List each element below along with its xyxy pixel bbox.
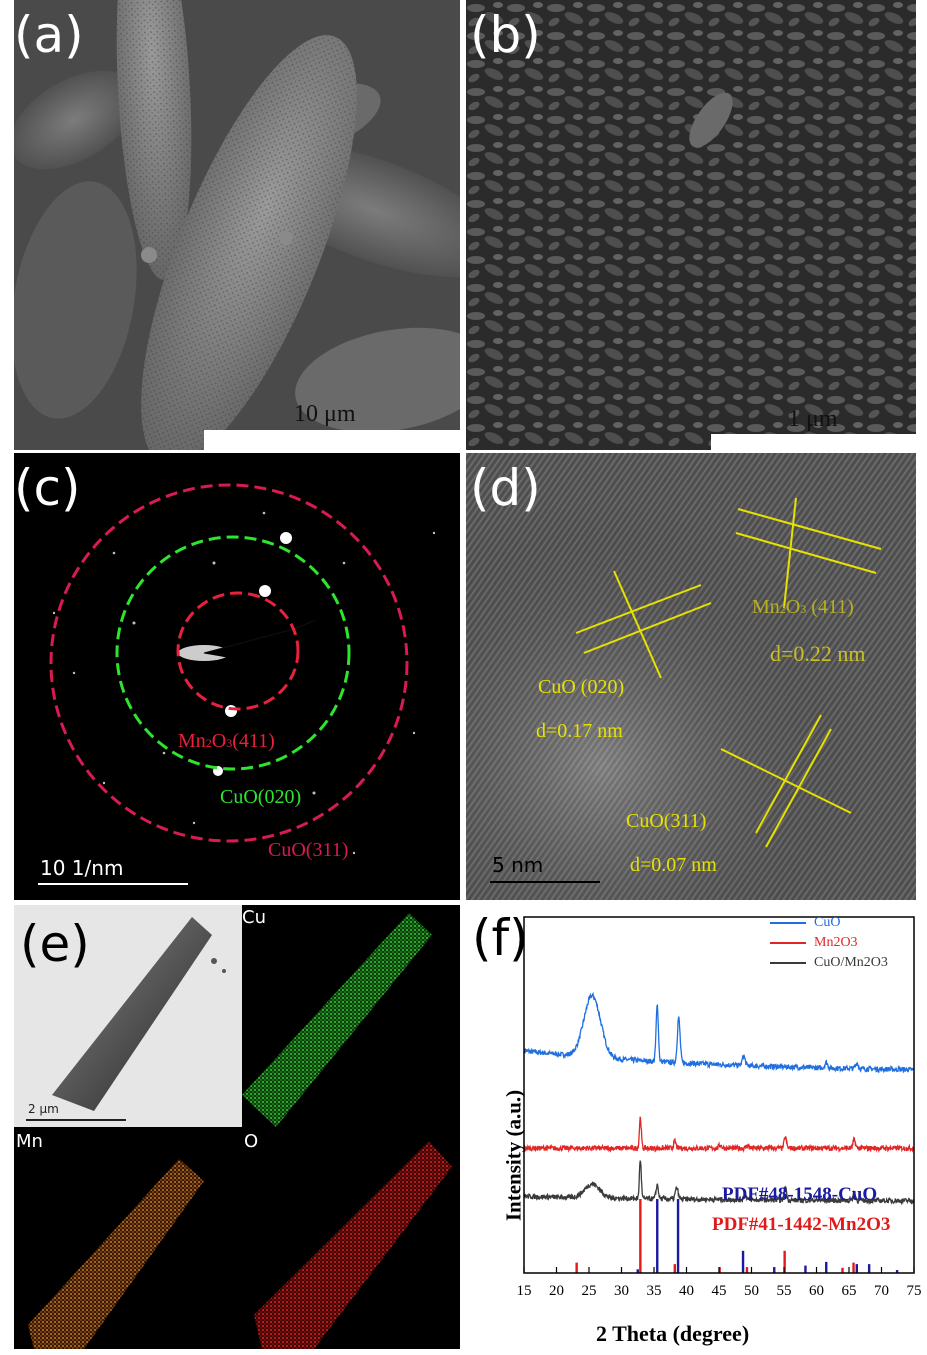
panel-label-d: (d) xyxy=(470,459,541,517)
x-tick-label: 55 xyxy=(777,1283,792,1299)
sem-micrograph-a xyxy=(14,0,460,450)
xrd-series-line xyxy=(523,1160,915,1206)
scale-label-d: 5 nm xyxy=(492,853,544,877)
panel-label-c: (c) xyxy=(14,459,81,517)
panel-label-a: (a) xyxy=(14,6,84,64)
x-axis-label: 2 Theta (degree) xyxy=(596,1321,750,1346)
x-tick-label: 20 xyxy=(549,1283,564,1299)
sem-micrograph-b xyxy=(466,0,916,450)
fringe-spacing-cuo-311: d=0.07 nm xyxy=(630,854,717,876)
legend-swatch-mn2o3 xyxy=(770,942,806,944)
scale-label-a: 10 μm xyxy=(294,401,356,427)
scale-label-c: 10 1/nm xyxy=(40,856,124,880)
fringe-label-mn2o3-411: Mn2O3 (411) xyxy=(752,596,854,618)
legend-swatch-cuo xyxy=(770,922,806,924)
panel-f-xrd-chart: 15 20 25 30 35 40 45 50 55 60 65 70 75 (f) Intensity… xyxy=(466,905,927,1355)
x-tick-label: 75 xyxy=(907,1283,922,1299)
x-tick-label: 45 xyxy=(712,1283,727,1299)
fringe-spacing-mn2o3-411: d=0.22 nm xyxy=(770,641,866,666)
scale-bar-c xyxy=(38,883,188,885)
ref-label-cuo: PDF#48-1548-CuO xyxy=(722,1184,878,1205)
x-tick-label: 70 xyxy=(874,1283,889,1299)
fringe-label-cuo-311: CuO(311) xyxy=(626,810,707,832)
xrd-plot: 15 20 25 30 35 40 45 50 55 60 65 70 75 xyxy=(517,916,922,1299)
x-tick-label: 35 xyxy=(647,1283,662,1299)
x-tick-label: 65 xyxy=(842,1283,857,1299)
diffraction-pattern xyxy=(49,483,460,855)
panel-c-saed-pattern: Mn2O3(411) CuO(020) CuO(311) 10 1/nm (c) xyxy=(14,453,460,900)
xrd-series-line xyxy=(523,991,914,1074)
panel-d-hrtem-image: Mn2O3 (411) d=0.22 nm CuO (020) d=0.17 n… xyxy=(466,453,916,900)
x-tick-label: 25 xyxy=(582,1283,597,1299)
x-tick-label: 15 xyxy=(517,1283,532,1299)
fringe-spacing-cuo-020: d=0.17 nm xyxy=(536,720,623,742)
scale-bar-a xyxy=(204,430,460,450)
xrd-series-line xyxy=(523,1116,915,1154)
panel-label-e: (e) xyxy=(20,915,90,973)
legend-swatch-composite xyxy=(770,962,806,964)
y-axis-label: Intensity (a.u.) xyxy=(501,1089,526,1222)
panel-label-b: (b) xyxy=(470,6,541,64)
x-tick-label: 50 xyxy=(744,1283,759,1299)
legend-label-composite: CuO/Mn2O3 xyxy=(814,955,888,970)
scale-bar-d xyxy=(490,881,600,883)
panel-label-f: (f) xyxy=(472,909,529,967)
ring-label-mn2o3-411: Mn2O3(411) xyxy=(178,730,275,752)
scale-label-b: 1 μm xyxy=(788,406,838,432)
scale-label-e: 2 μm xyxy=(28,1102,59,1116)
lattice-fringe-image xyxy=(466,453,916,900)
legend-label-cuo: CuO xyxy=(814,915,841,930)
fringe-label-cuo-020: CuO (020) xyxy=(538,676,625,698)
x-tick-label: 40 xyxy=(679,1283,694,1299)
ref-label-mn2o3: PDF#41-1442-Mn2O3 xyxy=(712,1214,891,1235)
diffraction-ring-cuo-020 xyxy=(115,535,351,771)
ring-label-cuo-020: CuO(020) xyxy=(220,786,302,808)
eds-label-cu: Cu xyxy=(242,907,266,928)
ring-label-cuo-311: CuO(311) xyxy=(268,839,349,861)
eds-map-grid xyxy=(14,905,460,1349)
scale-bar-e xyxy=(26,1119,126,1121)
diffraction-ring-mn2o3-411 xyxy=(176,591,300,711)
eds-label-mn: Mn xyxy=(16,1131,43,1152)
eds-label-o: O xyxy=(244,1131,259,1152)
panel-b-sem-image: 1 μm (b) xyxy=(466,0,916,450)
legend-label-mn2o3: Mn2O3 xyxy=(814,935,858,950)
x-tick-label: 30 xyxy=(614,1283,629,1299)
diffraction-ring-cuo-311 xyxy=(49,483,409,843)
x-tick-label: 60 xyxy=(809,1283,824,1299)
panel-e-eds-maps: 2 μm Cu Mn O (e) xyxy=(14,905,460,1349)
panel-a-sem-image: 10 μm (a) xyxy=(14,0,460,450)
scale-bar-b xyxy=(711,434,916,450)
